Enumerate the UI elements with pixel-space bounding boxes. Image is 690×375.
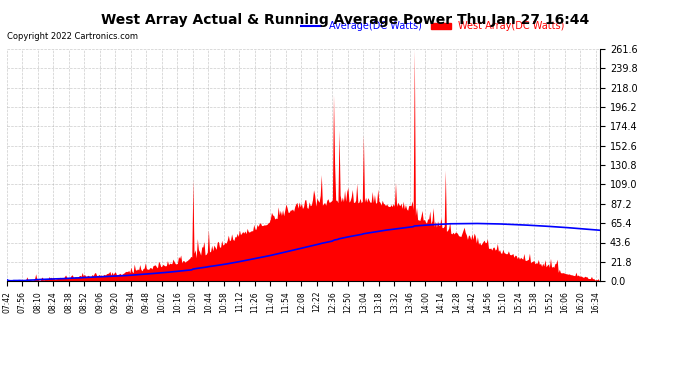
Text: Copyright 2022 Cartronics.com: Copyright 2022 Cartronics.com xyxy=(7,32,138,41)
Text: West Array Actual & Running Average Power Thu Jan 27 16:44: West Array Actual & Running Average Powe… xyxy=(101,13,589,27)
Legend: Average(DC Watts), West Array(DC Watts): Average(DC Watts), West Array(DC Watts) xyxy=(297,18,569,35)
